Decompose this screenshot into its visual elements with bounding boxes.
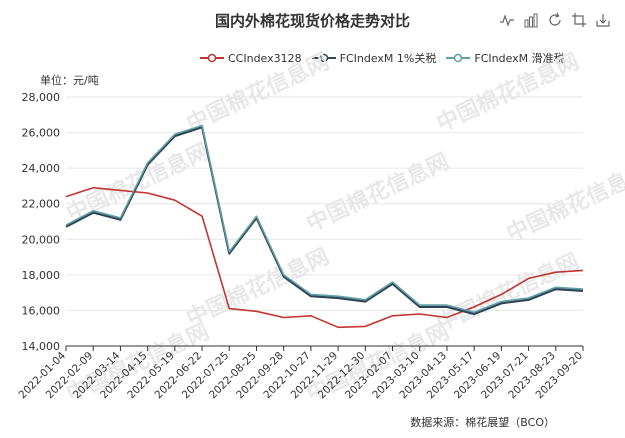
series-line-fc2 [65,124,584,314]
legend: CCIndex3128 FCIndexM 1%关税 FCIndexM 滑准税 [200,50,565,66]
legend-swatch-fc2 [446,53,471,63]
line-chart-icon[interactable] [499,12,515,28]
legend-item-cc[interactable]: CCIndex3128 [200,50,302,66]
y-tick-label: 14,000 [22,340,61,353]
y-tick-label: 20,000 [22,233,61,246]
toolbox [499,12,611,28]
legend-swatch-cc [200,53,224,63]
legend-swatch-fc1 [311,53,336,63]
crop-icon[interactable] [571,12,587,28]
series-line-cc [65,186,584,329]
legend-item-fc1[interactable]: FCIndexM 1%关税 [311,50,437,66]
legend-item-fc2[interactable]: FCIndexM 滑准税 [446,50,565,66]
data-source: 数据来源：棉花展望（BCO） [410,416,555,429]
y-tick-label: 24,000 [22,162,61,175]
y-tick-label: 28,000 [22,91,61,104]
legend-label-fc2: FCIndexM 滑准税 [474,52,565,65]
chart-title: 国内外棉花现货价格走势对比 [214,12,410,30]
bar-chart-icon[interactable] [523,12,539,28]
legend-label-cc: CCIndex3128 [228,51,302,65]
y-tick-label: 26,000 [22,127,61,140]
y-tick-label: 18,000 [22,269,61,282]
y-axis-unit: 单位：元/吨 [40,74,99,87]
download-icon[interactable] [595,12,611,28]
y-tick-label: 22,000 [22,198,61,211]
y-tick-label: 16,000 [22,304,61,317]
restore-icon[interactable] [547,12,563,28]
series-line-fc1 [65,126,584,316]
legend-label-fc1: FCIndexM 1%关税 [339,52,437,65]
